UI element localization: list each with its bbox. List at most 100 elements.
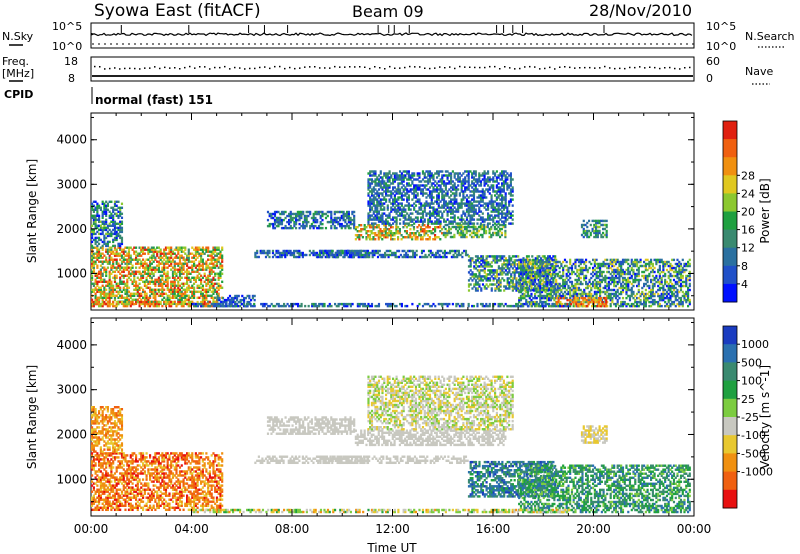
power-cell (494, 174, 497, 177)
power-cell (480, 255, 483, 258)
power-cell (377, 212, 381, 215)
power-cell (219, 270, 222, 274)
power-cell (91, 304, 94, 308)
power-cell (150, 246, 153, 249)
power-cell (370, 170, 374, 173)
power-cell (140, 246, 143, 249)
power-cell (384, 232, 387, 235)
power-cell (506, 182, 509, 185)
power-cell (129, 302, 132, 306)
power-cell (384, 253, 387, 257)
power-cell (99, 294, 102, 298)
power-cell (295, 212, 298, 216)
power-cell (337, 210, 340, 214)
power-cell (376, 184, 379, 187)
power-cell (94, 206, 97, 210)
power-cell (115, 274, 118, 278)
power-cell (393, 174, 396, 177)
power-cell (418, 202, 421, 205)
power-cell (432, 182, 435, 185)
power-cell (506, 218, 509, 221)
power-cell (272, 216, 275, 220)
power-cell (186, 272, 189, 276)
nave-dot (649, 66, 651, 68)
power-cell (451, 210, 454, 213)
power-cell (198, 290, 201, 294)
power-cell (462, 233, 465, 237)
power-cell (124, 262, 127, 265)
power-cell (504, 214, 507, 217)
power-cell (178, 268, 182, 271)
power-cell (409, 184, 412, 187)
nave-dot (279, 65, 281, 68)
power-cell (402, 180, 405, 183)
power-cell (506, 265, 509, 268)
power-cell (436, 182, 439, 185)
power-cell (506, 214, 509, 217)
power-cell (178, 254, 182, 257)
power-cell (126, 258, 129, 261)
power-cell (377, 196, 381, 199)
power-cell (119, 272, 122, 276)
power-cell (200, 300, 203, 304)
power-cell (92, 210, 95, 214)
power-cell (441, 182, 444, 185)
power-cell (464, 190, 467, 193)
power-cell (103, 228, 106, 232)
power-cell (414, 184, 418, 187)
power-cell (288, 222, 291, 226)
power-cell (94, 288, 97, 292)
power-cell (374, 180, 377, 183)
power-cell (198, 268, 201, 271)
power-cell (481, 188, 484, 191)
power-cell (145, 296, 148, 300)
power-cell (101, 292, 104, 296)
power-cell (177, 264, 180, 267)
power-cell (182, 304, 185, 308)
power-cell (423, 228, 426, 231)
power-cell (182, 262, 185, 265)
power-cell (453, 196, 456, 199)
power-cell (180, 266, 183, 269)
power-cell (207, 302, 210, 306)
power-cell (485, 218, 488, 221)
power-cell (472, 176, 476, 179)
power-cell (435, 253, 438, 257)
power-cell (492, 210, 495, 213)
power-cell (212, 266, 215, 269)
power-cell (390, 226, 393, 229)
power-cell (143, 268, 146, 271)
power-cell (539, 290, 542, 294)
nave-dot (594, 67, 596, 69)
power-cell (318, 249, 322, 253)
power-cell (397, 232, 400, 235)
power-cell (497, 273, 500, 276)
power-cell (456, 223, 459, 227)
power-cell (198, 254, 201, 257)
power-cell (472, 182, 476, 185)
power-cell (486, 223, 489, 227)
power-cell (330, 224, 333, 228)
power-cell (335, 220, 338, 224)
power-cell (515, 281, 518, 284)
power-cell (94, 222, 97, 226)
power-cell (487, 172, 490, 175)
power-cell (530, 284, 533, 288)
power-cell (489, 277, 492, 280)
power-cell (448, 229, 451, 233)
power-cell (115, 204, 118, 208)
power-cell (115, 290, 118, 294)
power-cell (187, 294, 190, 298)
power-cell (446, 229, 449, 233)
power-cell (480, 257, 483, 260)
power-cell (237, 300, 240, 304)
power-cell (532, 280, 535, 284)
power-cell (501, 188, 504, 191)
power-cell (91, 214, 94, 218)
power-cell (175, 268, 178, 271)
power-cell (529, 261, 532, 264)
power-cell (105, 210, 108, 214)
power-cell (282, 210, 285, 214)
power-cell (451, 170, 454, 173)
power-cell (113, 224, 117, 228)
